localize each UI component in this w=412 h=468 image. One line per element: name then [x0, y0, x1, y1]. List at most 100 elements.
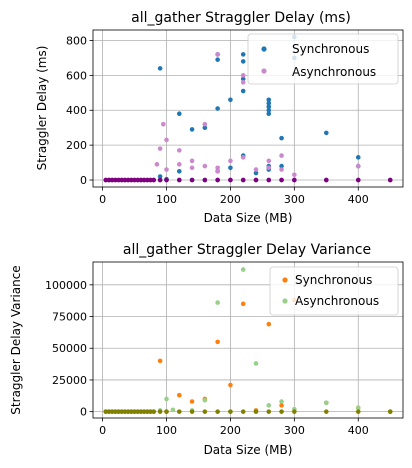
- c2-point-overlap: [215, 409, 220, 414]
- c2-point-overlap: [189, 409, 195, 414]
- c2-point-overlap: [228, 409, 233, 414]
- c2-point-overlap: [157, 409, 163, 414]
- c2-y-tick-label: 0: [80, 406, 87, 419]
- c2-point-overlap: [122, 409, 128, 414]
- c2-point-overlap: [151, 409, 157, 414]
- c1-point-asynchronous: [266, 158, 272, 164]
- c1-point-synchronous: [253, 170, 259, 176]
- c2-point-overlap: [266, 409, 272, 414]
- chart2-legend-label-synchronous: Synchronous: [295, 273, 372, 287]
- c1-point-overlap: [189, 177, 195, 183]
- c2-x-tick-label: 300: [284, 424, 305, 437]
- c1-point-overlap: [279, 177, 284, 183]
- c1-point-synchronous: [266, 97, 272, 103]
- c2-point-asynchronous: [202, 397, 208, 403]
- c1-point-overlap: [164, 177, 169, 183]
- c1-point-synchronous: [215, 57, 220, 62]
- c1-point-asynchronous: [215, 169, 220, 174]
- c1-point-synchronous: [240, 59, 246, 64]
- c2-x-tick-label: 100: [156, 424, 177, 437]
- c1-point-overlap: [145, 177, 150, 183]
- c1-point-overlap: [387, 177, 393, 183]
- c1-point-overlap: [116, 177, 121, 183]
- c2-point-overlap: [129, 409, 134, 414]
- c1-point-asynchronous: [355, 163, 361, 169]
- c2-point-overlap: [292, 409, 297, 414]
- c2-point-overlap: [324, 409, 329, 414]
- c1-y-tick-label: 800: [66, 34, 87, 47]
- c1-point-asynchronous: [176, 162, 182, 167]
- c1-point-synchronous: [355, 155, 361, 160]
- c1-point-overlap: [240, 177, 246, 183]
- c2-point-overlap: [240, 409, 246, 414]
- c2-point-asynchronous: [215, 300, 220, 305]
- c1-point-synchronous: [157, 66, 163, 71]
- c2-point-synchronous: [215, 339, 220, 345]
- c2-point-asynchronous: [324, 400, 329, 406]
- chart2-x-label: Data Size (MB): [204, 443, 293, 457]
- chart2-x-ticks: 0 100 200 300 400: [99, 418, 369, 437]
- c1-point-overlap: [125, 177, 131, 183]
- c2-point-overlap: [119, 409, 125, 414]
- c2-point-overlap: [176, 409, 182, 414]
- c1-point-overlap: [119, 177, 125, 183]
- c1-point-synchronous: [240, 88, 246, 94]
- c1-point-asynchronous: [202, 121, 208, 127]
- c1-point-synchronous: [266, 111, 272, 117]
- c1-x-tick-label: 400: [348, 193, 369, 206]
- c2-point-overlap: [138, 409, 144, 414]
- c1-point-asynchronous: [157, 146, 163, 151]
- c1-point-overlap: [141, 177, 147, 183]
- c1-point-overlap: [215, 177, 220, 183]
- c1-point-synchronous: [266, 107, 272, 113]
- c2-point-overlap: [125, 409, 131, 414]
- c1-point-overlap: [176, 177, 182, 183]
- c2-point-asynchronous: [253, 361, 259, 366]
- c1-point-asynchronous: [240, 155, 246, 160]
- c2-point-overlap: [164, 409, 169, 414]
- c1-y-tick-label: 400: [66, 104, 87, 117]
- c1-point-asynchronous: [215, 165, 220, 171]
- c1-point-asynchronous: [176, 148, 182, 153]
- chart1-legend-marker-synchronous: [261, 46, 267, 52]
- c1-point-asynchronous: [253, 167, 259, 172]
- c1-point-asynchronous: [164, 137, 169, 143]
- c1-point-overlap: [132, 177, 137, 183]
- c1-point-synchronous: [324, 130, 329, 136]
- c1-point-overlap: [106, 177, 112, 183]
- c2-point-overlap: [387, 409, 393, 414]
- c2-point-synchronous: [228, 382, 233, 388]
- c1-point-asynchronous: [240, 80, 246, 85]
- c1-point-overlap: [253, 177, 259, 183]
- c2-point-synchronous: [266, 321, 272, 327]
- c1-point-overlap: [355, 177, 361, 183]
- chart1-y-ticks: 0 200 400 600 800: [66, 34, 93, 187]
- chart1-x-label: Data Size (MB): [204, 211, 293, 225]
- c1-point-synchronous: [279, 163, 284, 169]
- chart2-plot-frame: [92, 261, 404, 419]
- chart1-y-label: Straggler Delay (ms): [35, 46, 49, 171]
- chart2-legend-marker-asynchronous: [282, 298, 288, 304]
- c2-point-synchronous: [240, 301, 246, 307]
- c1-point-asynchronous: [215, 52, 220, 57]
- chart1-legend: Synchronous Asynchronous: [247, 33, 399, 85]
- c1-point-asynchronous: [279, 167, 284, 172]
- c2-point-overlap: [355, 409, 361, 414]
- chart2-title: all_gather Straggler Delay Variance: [123, 242, 371, 258]
- c2-point-overlap: [202, 409, 208, 414]
- c1-point-synchronous: [228, 165, 233, 171]
- chart1-title: all_gather Straggler Delay (ms): [131, 10, 351, 26]
- chart2-y-ticks: 0 25000 50000 75000 100000: [45, 279, 93, 419]
- c1-point-asynchronous: [164, 167, 169, 172]
- c2-point-synchronous: [279, 403, 284, 408]
- c2-y-tick-label: 100000: [45, 279, 87, 292]
- c2-point-overlap: [116, 409, 121, 414]
- c1-point-asynchronous: [202, 163, 208, 169]
- c2-point-overlap: [109, 409, 115, 414]
- c2-point-asynchronous: [355, 405, 361, 411]
- chart2-legend-marker-synchronous: [282, 277, 288, 283]
- c2-point-synchronous: [189, 399, 195, 404]
- c1-point-overlap: [129, 177, 134, 183]
- c1-point-asynchronous: [228, 158, 233, 164]
